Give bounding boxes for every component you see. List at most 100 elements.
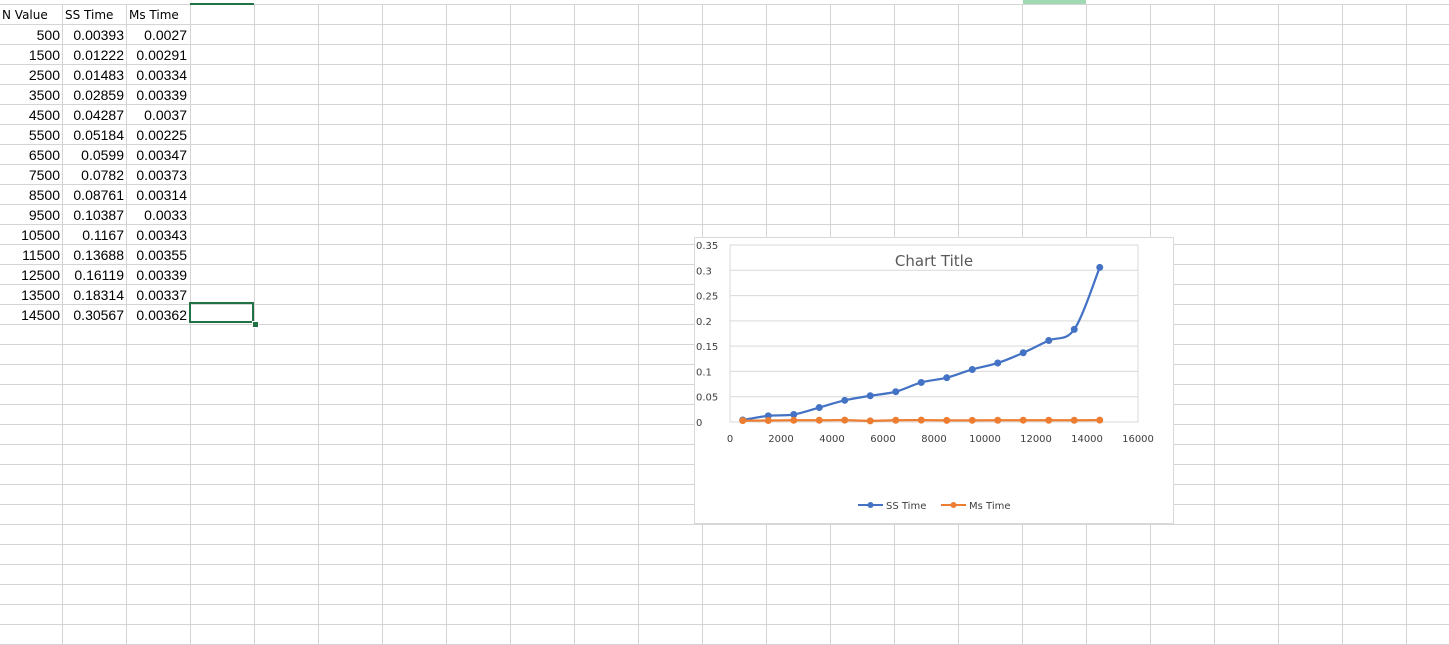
- x-tick-label: 4000: [819, 434, 844, 445]
- data-point-ms-time[interactable]: [1045, 416, 1053, 424]
- cell-ss-time[interactable]: 0.02859: [73, 87, 124, 103]
- cell-n-value[interactable]: 4500: [28, 107, 60, 123]
- header-ss-time[interactable]: SS Time: [65, 8, 114, 22]
- cell-ss-time[interactable]: 0.1167: [82, 227, 124, 243]
- data-point-ss-time[interactable]: [1019, 349, 1027, 357]
- data-point-ms-time[interactable]: [866, 417, 874, 425]
- x-tick-label: 2000: [768, 434, 793, 445]
- cell-ss-time[interactable]: 0.00393: [73, 27, 124, 43]
- data-point-ms-time[interactable]: [764, 417, 772, 425]
- cell-ss-time[interactable]: 0.18314: [73, 287, 124, 303]
- cell-ms-time[interactable]: 0.00314: [136, 187, 187, 203]
- data-point-ss-time[interactable]: [917, 378, 925, 386]
- data-point-ms-time[interactable]: [1070, 416, 1078, 424]
- x-tick-label: 0: [727, 434, 733, 445]
- data-point-ms-time[interactable]: [841, 416, 849, 424]
- legend-label[interactable]: SS Time: [886, 501, 926, 512]
- header-ms-time[interactable]: Ms Time: [129, 8, 179, 22]
- cell-n-value[interactable]: 13500: [21, 287, 60, 303]
- cell-n-value[interactable]: 500: [36, 27, 60, 43]
- cell-n-value[interactable]: 14500: [21, 307, 60, 323]
- y-tick-label: 0.2: [696, 317, 712, 328]
- data-point-ms-time[interactable]: [968, 416, 976, 424]
- data-point-ms-time[interactable]: [943, 416, 951, 424]
- data-point-ss-time[interactable]: [866, 392, 874, 400]
- cell-ss-time[interactable]: 0.05184: [73, 127, 124, 143]
- x-tick-label: 14000: [1071, 434, 1103, 445]
- cell-ss-time[interactable]: 0.30567: [73, 307, 124, 323]
- cell-ss-time[interactable]: 0.04287: [73, 107, 124, 123]
- data-point-ms-time[interactable]: [790, 416, 798, 424]
- data-point-ms-time[interactable]: [994, 416, 1002, 424]
- chart-title[interactable]: Chart Title: [895, 252, 973, 270]
- cell-n-value[interactable]: 12500: [21, 267, 60, 283]
- cell-n-value[interactable]: 11500: [22, 247, 60, 263]
- cell-n-value[interactable]: 5500: [28, 127, 60, 143]
- data-point-ss-time[interactable]: [815, 404, 823, 412]
- y-tick-label: 0.1: [696, 367, 712, 378]
- data-point-ss-time[interactable]: [943, 374, 951, 382]
- data-point-ss-time[interactable]: [1070, 325, 1078, 333]
- header-n-value[interactable]: N Value: [2, 8, 48, 22]
- data-point-ms-time[interactable]: [739, 417, 747, 425]
- cell-ss-time[interactable]: 0.16119: [74, 267, 124, 283]
- data-point-ms-time[interactable]: [1096, 416, 1104, 424]
- data-point-ss-time[interactable]: [1045, 336, 1053, 344]
- cell-n-value[interactable]: 1500: [28, 47, 60, 63]
- cell-ms-time[interactable]: 0.0037: [144, 107, 187, 123]
- y-tick-label: 0.15: [696, 342, 718, 353]
- data-point-ss-time[interactable]: [790, 411, 798, 419]
- cell-ms-time[interactable]: 0.00373: [136, 167, 187, 183]
- data-point-ss-time[interactable]: [841, 396, 849, 404]
- cell-n-value[interactable]: 10500: [21, 227, 60, 243]
- data-point-ss-time[interactable]: [968, 365, 976, 373]
- cell-ms-time[interactable]: 0.00347: [136, 147, 187, 163]
- line-chart[interactable]: 0 0.05 0.1 0.15 0.2 0.25 0.3 0.35 0 2000 4000 6000 8…: [694, 237, 1174, 524]
- data-point-ms-time[interactable]: [815, 416, 823, 424]
- active-column-indicator: [190, 3, 254, 5]
- legend-label[interactable]: Ms Time: [969, 501, 1011, 512]
- data-point-ms-time[interactable]: [917, 416, 925, 424]
- x-tick-label: 10000: [969, 434, 1001, 445]
- cell-ss-time[interactable]: 0.0599: [81, 147, 124, 163]
- data-point-ss-time[interactable]: [892, 388, 900, 396]
- cell-ms-time[interactable]: 0.0033: [144, 207, 187, 223]
- cell-ss-time[interactable]: 0.01222: [73, 47, 124, 63]
- cell-ms-time[interactable]: 0.00291: [136, 47, 187, 63]
- cell-n-value[interactable]: 2500: [28, 67, 60, 83]
- cell-ms-time[interactable]: 0.00339: [136, 87, 187, 103]
- selected-cell[interactable]: [189, 302, 254, 323]
- cell-ss-time[interactable]: 0.13688: [73, 247, 124, 263]
- cell-ms-time[interactable]: 0.00225: [136, 127, 187, 143]
- cell-ms-time[interactable]: 0.00355: [136, 247, 187, 263]
- data-point-ss-time[interactable]: [1096, 263, 1104, 271]
- cell-ms-time[interactable]: 0.00362: [136, 307, 187, 323]
- cell-n-value[interactable]: 9500: [28, 207, 60, 223]
- cell-ss-time[interactable]: 0.0782: [81, 167, 124, 183]
- fill-handle[interactable]: [252, 321, 259, 328]
- cell-n-value[interactable]: 8500: [28, 187, 60, 203]
- data-point-ms-time[interactable]: [1019, 416, 1027, 424]
- cell-ms-time[interactable]: 0.0027: [144, 27, 187, 43]
- data-point-ms-time[interactable]: [892, 416, 900, 424]
- cell-ms-time[interactable]: 0.00337: [136, 287, 187, 303]
- cell-n-value[interactable]: 7500: [28, 167, 60, 183]
- x-tick-label: 16000: [1122, 434, 1154, 445]
- cell-ss-time[interactable]: 0.08761: [73, 187, 124, 203]
- chart-canvas: 0 0.05 0.1 0.15 0.2 0.25 0.3 0.35 0 2000 4000 6000 8…: [696, 241, 1154, 512]
- cell-ss-time[interactable]: 0.01483: [73, 67, 124, 83]
- y-tick-label: 0: [696, 418, 702, 429]
- x-tick-label: 12000: [1020, 434, 1052, 445]
- y-tick-label: 0.35: [696, 241, 718, 252]
- cell-ms-time[interactable]: 0.00334: [136, 67, 187, 83]
- cell-ms-time[interactable]: 0.00339: [136, 267, 187, 283]
- cell-ms-time[interactable]: 0.00343: [136, 227, 187, 243]
- x-tick-label: 8000: [921, 434, 946, 445]
- cell-n-value[interactable]: 6500: [28, 147, 60, 163]
- data-point-ss-time[interactable]: [994, 359, 1002, 367]
- cell-n-value[interactable]: 3500: [28, 87, 60, 103]
- y-tick-label: 0.05: [696, 393, 718, 404]
- legend-marker: [867, 502, 874, 508]
- cell-ss-time[interactable]: 0.10387: [73, 207, 124, 223]
